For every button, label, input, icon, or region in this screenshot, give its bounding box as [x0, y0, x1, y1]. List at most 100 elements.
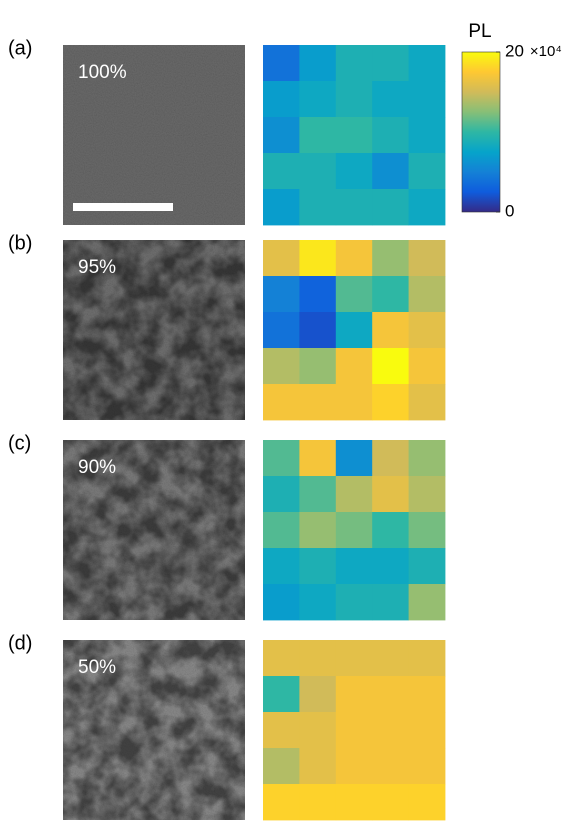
pl-cell: [372, 153, 409, 189]
pl-cell: [299, 712, 336, 748]
pl-cell: [336, 512, 373, 548]
pl-cell: [263, 312, 300, 348]
pl-cell: [336, 312, 373, 348]
pl-cell: [263, 45, 300, 81]
pl-cell: [263, 712, 300, 748]
pl-cell: [409, 189, 446, 225]
pl-cell: [372, 81, 409, 117]
percent-label: 95%: [78, 257, 116, 278]
pl-cell: [336, 189, 373, 225]
pl-cell: [409, 748, 446, 784]
pl-cell: [372, 640, 409, 676]
pl-cell: [372, 548, 409, 584]
pl-cell: [372, 512, 409, 548]
pl-cell: [299, 784, 336, 820]
colorbar-title: PL: [468, 21, 491, 42]
pl-cell: [372, 440, 409, 476]
pl-cell: [299, 584, 336, 620]
pl-cell: [372, 384, 409, 420]
pl-cell: [263, 153, 300, 189]
pl-cell: [299, 312, 336, 348]
pl-cell: [299, 640, 336, 676]
pl-cell: [372, 476, 409, 512]
percent-label: 90%: [78, 457, 116, 478]
pl-cell: [263, 640, 300, 676]
pl-cell: [336, 440, 373, 476]
pl-cell: [409, 312, 446, 348]
pl-cell: [336, 784, 373, 820]
pl-cell: [263, 584, 300, 620]
pl-cell: [372, 676, 409, 712]
pl-cell: [299, 240, 336, 276]
pl-cell: [372, 45, 409, 81]
pl-cell: [299, 189, 336, 225]
pl-cell: [409, 676, 446, 712]
pl-cell: [409, 240, 446, 276]
pl-cell: [409, 153, 446, 189]
pl-cell: [299, 440, 336, 476]
pl-cell: [372, 712, 409, 748]
pl-cell: [336, 584, 373, 620]
panel-label: (b): [8, 232, 32, 254]
pl-cell: [263, 476, 300, 512]
pl-cell: [409, 712, 446, 748]
pl-cell: [299, 45, 336, 81]
pl-cell: [263, 189, 300, 225]
pl-cell: [263, 240, 300, 276]
figure: PL 020×10⁴(a)100%(b)95%(c)90%(d)50%: [0, 0, 575, 821]
pl-cell: [299, 153, 336, 189]
pl-cell: [299, 748, 336, 784]
pl-cell: [336, 748, 373, 784]
pl-cell: [372, 584, 409, 620]
pl-cell: [263, 348, 300, 384]
pl-cell: [372, 348, 409, 384]
pl-cell: [336, 240, 373, 276]
pl-cell: [372, 189, 409, 225]
pl-cell: [336, 676, 373, 712]
pl-cell: [263, 784, 300, 820]
pl-cell: [409, 440, 446, 476]
pl-cell: [372, 748, 409, 784]
pl-cell: [299, 348, 336, 384]
percent-label: 100%: [78, 62, 127, 83]
pl-cell: [409, 640, 446, 676]
pl-cell: [336, 384, 373, 420]
pl-cell: [372, 240, 409, 276]
pl-cell: [372, 276, 409, 312]
pl-cell: [299, 81, 336, 117]
pl-cell: [299, 476, 336, 512]
pl-cell: [336, 153, 373, 189]
pl-cell: [409, 476, 446, 512]
pl-cell: [409, 384, 446, 420]
pl-cell: [336, 548, 373, 584]
pl-cell: [409, 512, 446, 548]
pl-cell: [299, 276, 336, 312]
pl-cell: [372, 312, 409, 348]
pl-cell: [336, 117, 373, 153]
colorbar-tick-label: 0: [505, 201, 514, 220]
pl-cell: [263, 748, 300, 784]
pl-cell: [409, 117, 446, 153]
pl-cell: [299, 548, 336, 584]
panel-label: (c): [8, 432, 31, 454]
pl-cell: [409, 548, 446, 584]
pl-cell: [409, 784, 446, 820]
pl-cell: [409, 348, 446, 384]
colorbar: [462, 52, 500, 212]
pl-cell: [372, 117, 409, 153]
pl-cell: [336, 712, 373, 748]
pl-cell: [409, 584, 446, 620]
percent-label: 50%: [78, 657, 116, 678]
pl-cell: [336, 348, 373, 384]
pl-cell: [372, 784, 409, 820]
colorbar-tick-label: 20: [505, 41, 524, 60]
pl-cell: [263, 117, 300, 153]
pl-cell: [336, 81, 373, 117]
pl-cell: [409, 276, 446, 312]
pl-cell: [336, 45, 373, 81]
pl-cell: [299, 384, 336, 420]
pl-cell: [299, 676, 336, 712]
pl-cell: [336, 476, 373, 512]
pl-cell: [263, 81, 300, 117]
pl-cell: [409, 45, 446, 81]
